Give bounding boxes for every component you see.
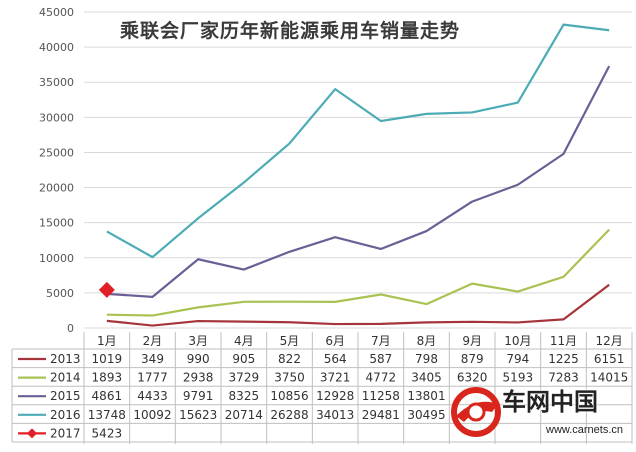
- data-label-2015-3: 9791: [183, 389, 214, 403]
- data-label-2014-6: 3721: [320, 371, 351, 385]
- data-label-2016-2: 10092: [133, 408, 171, 422]
- data-label-2014-9: 6320: [457, 371, 488, 385]
- y-tick-label-40000: 40000: [39, 41, 74, 54]
- series-line-2016: [106, 23, 610, 259]
- data-label-2013-3: 990: [187, 352, 210, 366]
- series-line-2013: [106, 283, 610, 327]
- x-tick-label-2: 2月: [143, 334, 163, 348]
- data-label-2016-3: 15623: [179, 408, 217, 422]
- y-tick-label-15000: 15000: [39, 217, 74, 230]
- data-label-2015-7: 11258: [362, 389, 400, 403]
- x-tick-label-12: 12月: [596, 334, 623, 348]
- data-label-2013-11: 1225: [548, 352, 579, 366]
- data-label-2016-8: 30495: [407, 408, 445, 422]
- y-tick-label-25000: 25000: [39, 146, 74, 159]
- data-label-2013-2: 349: [141, 352, 164, 366]
- legend-marker-2017: [27, 428, 37, 439]
- x-tick-label-3: 3月: [188, 334, 208, 348]
- data-label-2014-2: 1777: [137, 371, 168, 385]
- x-tick-label-10: 10月: [504, 334, 531, 348]
- x-tick-label-1: 1月: [97, 334, 117, 348]
- data-label-2013-6: 564: [324, 352, 347, 366]
- data-label-2016-1: 13748: [88, 408, 126, 422]
- data-label-2014-12: 14015: [590, 371, 628, 385]
- data-label-2013-5: 822: [278, 352, 301, 366]
- data-label-2014-8: 3405: [411, 371, 442, 385]
- data-label-2017-1: 5423: [92, 426, 123, 440]
- data-label-2013-9: 879: [461, 352, 484, 366]
- y-tick-label-5000: 5000: [46, 287, 74, 300]
- x-tick-label-9: 9月: [462, 334, 482, 348]
- data-label-2014-10: 5193: [503, 371, 534, 385]
- data-label-2014-7: 4772: [366, 371, 397, 385]
- data-label-2015-2: 4433: [137, 389, 168, 403]
- data-label-2014-1: 1893: [92, 371, 123, 385]
- carnets-logo-icon: [451, 387, 501, 437]
- series-line-2014: [106, 228, 610, 317]
- y-tick-label-30000: 30000: [39, 111, 74, 124]
- y-tick-label-20000: 20000: [39, 182, 74, 195]
- x-tick-label-11: 11月: [550, 334, 577, 348]
- legend-label-2014: 2014: [50, 371, 81, 385]
- y-tick-label-45000: 45000: [39, 6, 74, 19]
- series-line-2015: [106, 65, 611, 298]
- watermark-brand: 车网中国: [502, 388, 598, 416]
- watermark: 车网中国 www.carnets.cn: [446, 380, 634, 446]
- series-point-2017-1: [98, 281, 115, 298]
- data-label-2013-10: 794: [506, 352, 529, 366]
- x-tick-label-7: 7月: [371, 334, 391, 348]
- data-label-2014-4: 3729: [229, 371, 260, 385]
- data-label-2013-8: 798: [415, 352, 438, 366]
- watermark-url: www.carnets.cn: [546, 424, 624, 436]
- x-tick-label-8: 8月: [417, 334, 437, 348]
- x-tick-label-4: 4月: [234, 334, 254, 348]
- chart-title: 乘联会厂家历年新能源乘用车销量走势: [120, 20, 461, 42]
- data-label-2014-11: 7283: [548, 371, 579, 385]
- legend-label-2013: 2013: [50, 352, 81, 366]
- x-tick-label-5: 5月: [280, 334, 300, 348]
- y-tick-label-0: 0: [67, 322, 74, 335]
- data-label-2016-5: 26288: [270, 408, 308, 422]
- data-label-2015-8: 13801: [407, 389, 445, 403]
- y-tick-label-35000: 35000: [39, 76, 74, 89]
- data-label-2013-4: 905: [232, 352, 255, 366]
- data-label-2013-7: 587: [369, 352, 392, 366]
- data-label-2016-6: 34013: [316, 408, 354, 422]
- legend-label-2016: 2016: [50, 408, 81, 422]
- data-label-2015-1: 4861: [92, 389, 123, 403]
- data-label-2015-5: 10856: [270, 389, 308, 403]
- data-label-2015-4: 8325: [229, 389, 260, 403]
- data-label-2013-1: 1019: [92, 352, 123, 366]
- y-tick-label-10000: 10000: [39, 252, 74, 265]
- data-label-2014-3: 2938: [183, 371, 214, 385]
- data-label-2015-6: 12928: [316, 389, 354, 403]
- data-label-2014-5: 3750: [274, 371, 305, 385]
- legend-label-2015: 2015: [50, 389, 81, 403]
- data-label-2016-4: 20714: [225, 408, 263, 422]
- x-tick-label-6: 6月: [325, 334, 345, 348]
- data-label-2016-7: 29481: [362, 408, 400, 422]
- data-label-2013-12: 6151: [594, 352, 625, 366]
- legend-label-2017: 2017: [50, 426, 81, 440]
